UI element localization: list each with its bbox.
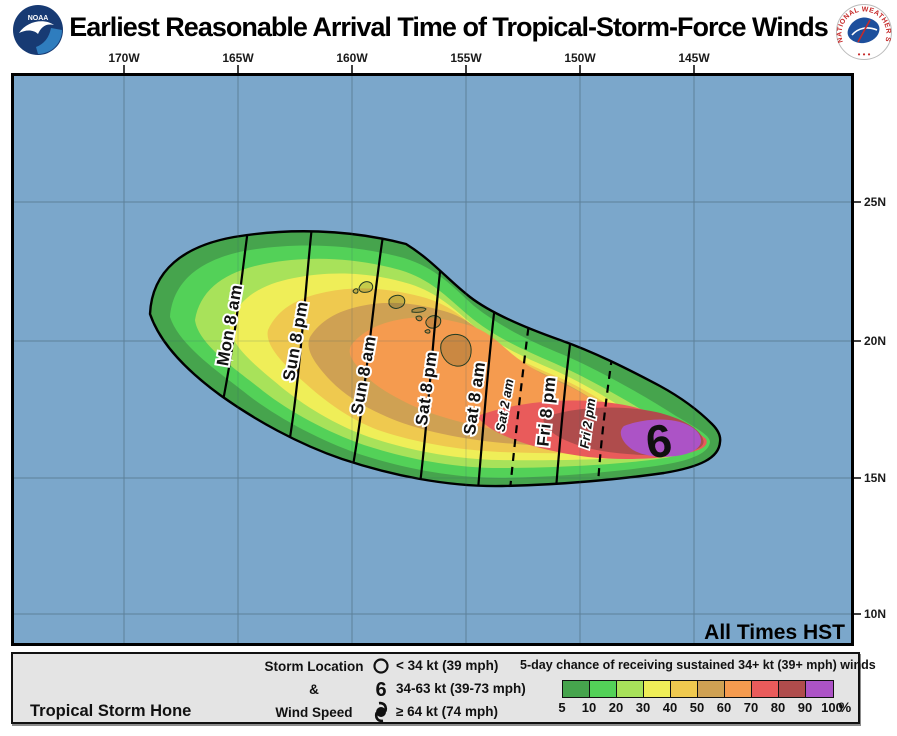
page-title: Earliest Reasonable Arrival Time of Trop… xyxy=(69,12,828,42)
lat-label: 10N xyxy=(864,607,886,621)
color-scale-ticks: 5 10 20 30 40 50 60 70 80 90 100 xyxy=(522,700,872,718)
scale-tick-label: 30 xyxy=(635,700,651,715)
storm-info: Tropical Storm Hone Fri. Aug. 23, 2024 5… xyxy=(30,656,249,736)
lat-label: 15N xyxy=(864,471,886,485)
wind-cat-label: 34-63 kt (39-73 mph) xyxy=(396,681,526,696)
wind-speed-heading: Wind Speed xyxy=(275,705,353,720)
lon-label: 170W xyxy=(108,51,140,65)
isochrone-lines xyxy=(220,231,614,487)
map-border xyxy=(11,73,854,646)
all-times-note: All Times HST xyxy=(704,621,845,644)
scale-tick-label: 60 xyxy=(716,700,732,715)
lon-label: 165W xyxy=(222,51,254,65)
longitude-axis: 170W 165W 160W 155W 150W 145W xyxy=(108,51,710,74)
nws-stars-icon: • • • xyxy=(858,50,871,59)
island-kahoolawe xyxy=(424,329,431,334)
legend-bar: Tropical Storm Hone Fri. Aug. 23, 2024 5… xyxy=(11,652,876,724)
scale-tick-label: 20 xyxy=(608,700,624,715)
island-oahu xyxy=(388,294,406,309)
storm-location-heading: Storm Location xyxy=(264,659,364,674)
lon-label: 160W xyxy=(336,51,368,65)
wind-cat-label: ≥ 64 kt (74 mph) xyxy=(396,704,498,719)
latitude-axis: 25N 20N 15N 10N xyxy=(853,195,886,621)
open-circle-icon xyxy=(370,655,392,677)
island-kauai xyxy=(358,281,374,293)
isochrone-sat-2am xyxy=(508,299,534,487)
scale-tick-label: 70 xyxy=(743,700,759,715)
island-molokai xyxy=(411,307,427,313)
wind-cat-label: < 34 kt (39 mph) xyxy=(396,658,499,673)
scale-cell xyxy=(590,681,617,697)
nws-swirl-icon xyxy=(851,27,878,36)
nws-slash-icon xyxy=(857,19,871,43)
isochrone-sat-8pm xyxy=(418,253,444,485)
scale-cell xyxy=(752,681,779,697)
scale-cell xyxy=(644,681,671,697)
scale-cell xyxy=(671,681,698,697)
lat-label: 25N xyxy=(864,195,886,209)
noaa-logo-swoosh xyxy=(36,28,62,54)
noaa-logo: NOAA xyxy=(12,4,64,61)
noaa-logo-text: NOAA xyxy=(28,15,49,22)
grid-lines-overlay xyxy=(12,74,853,645)
scale-cell xyxy=(806,681,833,697)
island-maui xyxy=(425,315,442,329)
scale-cell xyxy=(698,681,725,697)
scale-tick-label: 10 xyxy=(581,700,597,715)
scale-tick-label: 40 xyxy=(662,700,678,715)
lon-label: 145W xyxy=(678,51,710,65)
color-scale-title: 5-day chance of receiving sustained 34+ … xyxy=(520,658,876,672)
tropical-storm-icon: 6 xyxy=(370,678,392,701)
hawaiian-islands xyxy=(352,281,472,367)
scale-tick-label: 5 xyxy=(558,700,566,715)
nws-logo: NATIONAL WEATHER SERVICE • • • xyxy=(832,0,893,67)
band-90pct xyxy=(620,419,701,457)
scale-cell xyxy=(779,681,806,697)
isochrone-sun-8pm xyxy=(286,231,314,451)
island-lanai xyxy=(415,315,423,322)
scale-tick-label: 90 xyxy=(797,700,813,715)
isochrone-fri-8pm xyxy=(554,328,574,487)
scale-cell xyxy=(617,681,644,697)
lon-label: 150W xyxy=(564,51,596,65)
scale-cell xyxy=(725,681,752,697)
storm-location-amp: & xyxy=(309,682,319,697)
island-niihau xyxy=(352,288,359,294)
isochrone-sun-8am xyxy=(350,235,385,472)
scale-tick-label: 80 xyxy=(770,700,786,715)
scale-tick-label: 100 xyxy=(821,700,843,715)
lon-label: 155W xyxy=(450,51,482,65)
color-scale-unit: % xyxy=(838,699,852,715)
color-scale-strip xyxy=(562,680,834,698)
storm-name: Tropical Storm Hone xyxy=(30,702,192,720)
island-hawaii xyxy=(440,333,472,367)
lat-label: 20N xyxy=(864,334,886,348)
isochrone-fri-2pm xyxy=(596,356,614,485)
noaa-gull-icon xyxy=(19,21,54,34)
svg-text:6: 6 xyxy=(375,679,386,700)
hurricane-icon xyxy=(370,701,392,723)
isochrone-mon-8am xyxy=(220,231,250,407)
scale-cell xyxy=(563,681,590,697)
scale-tick-label: 50 xyxy=(689,700,705,715)
